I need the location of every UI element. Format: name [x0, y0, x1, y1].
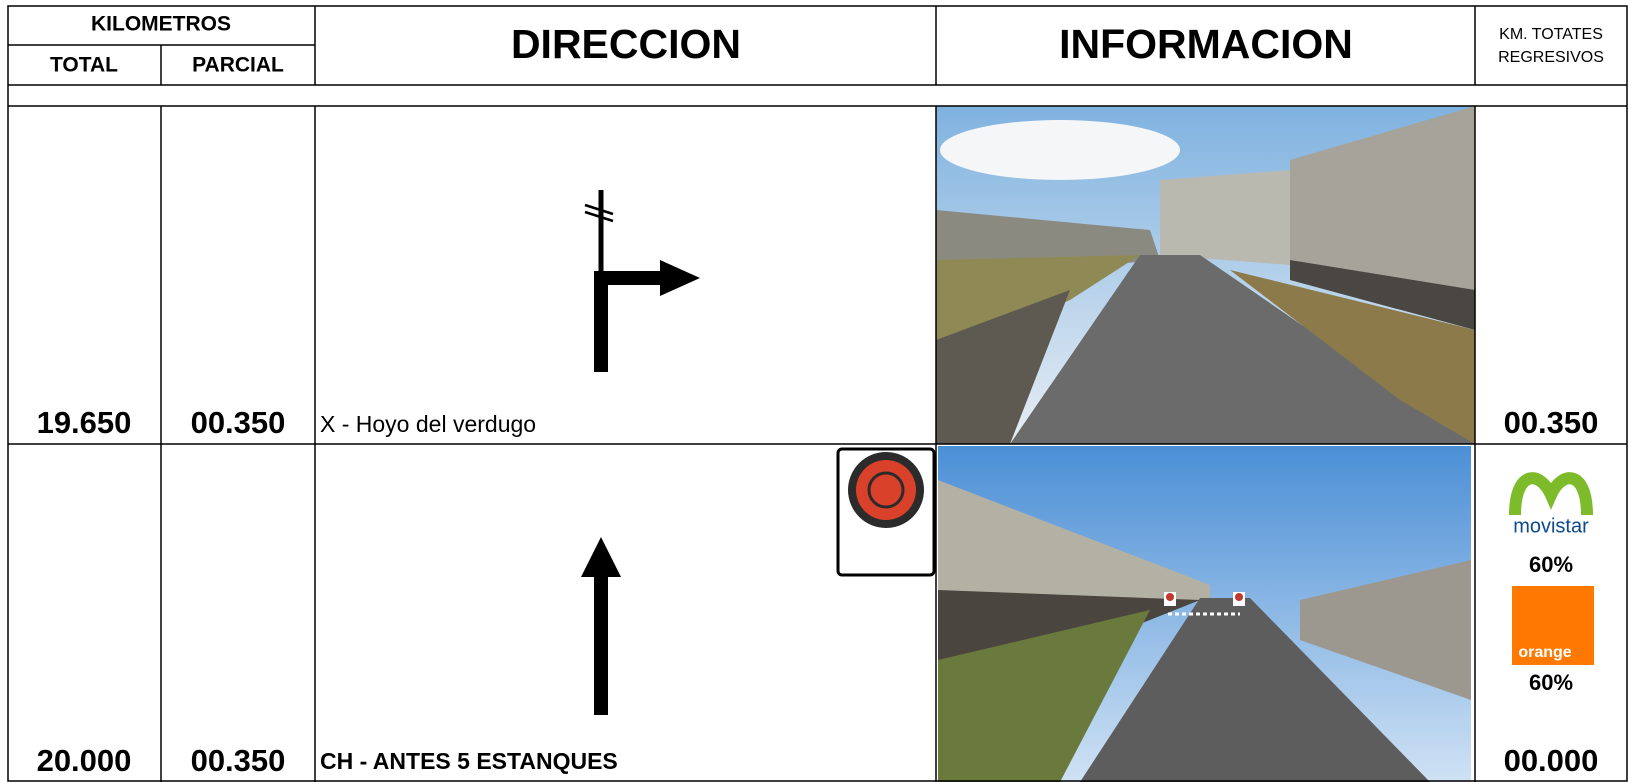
orange-logo — [1512, 586, 1594, 665]
km-regresivos: 00.000 — [1504, 743, 1599, 778]
straight-arrow — [581, 537, 621, 715]
header-km-totales: REGRESIVOS — [1498, 49, 1604, 66]
operator-name: movistar — [1513, 515, 1589, 537]
km-total: 19.650 — [37, 405, 132, 440]
direction-text: X - Hoyo del verdugo — [320, 411, 536, 437]
turn-right-arrow — [584, 190, 700, 372]
table-grid — [7, 5, 1628, 782]
header-informacion: INFORMACION — [1059, 21, 1353, 67]
movistar-logo — [1509, 472, 1593, 516]
photo-1 — [936, 106, 1475, 444]
km-parcial: 00.350 — [191, 743, 286, 778]
header-km-totales: KM. TOTATES — [1499, 26, 1603, 43]
direction-text: CH - ANTES 5 ESTANQUES — [320, 748, 618, 774]
sign-icon — [836, 447, 936, 577]
photo-2 — [938, 446, 1471, 782]
coverage-percent: 60% — [1529, 552, 1573, 577]
header-parcial: PARCIAL — [192, 54, 284, 77]
km-regresivos: 00.350 — [1504, 405, 1599, 440]
km-parcial: 00.350 — [191, 405, 286, 440]
header-total: TOTAL — [50, 54, 118, 77]
coverage-percent: 60% — [1529, 670, 1573, 695]
header-kilometros: KILOMETROS — [91, 13, 231, 36]
header-direccion: DIRECCION — [511, 21, 741, 67]
km-total: 20.000 — [37, 743, 132, 778]
operator-name: orange — [1518, 644, 1571, 661]
